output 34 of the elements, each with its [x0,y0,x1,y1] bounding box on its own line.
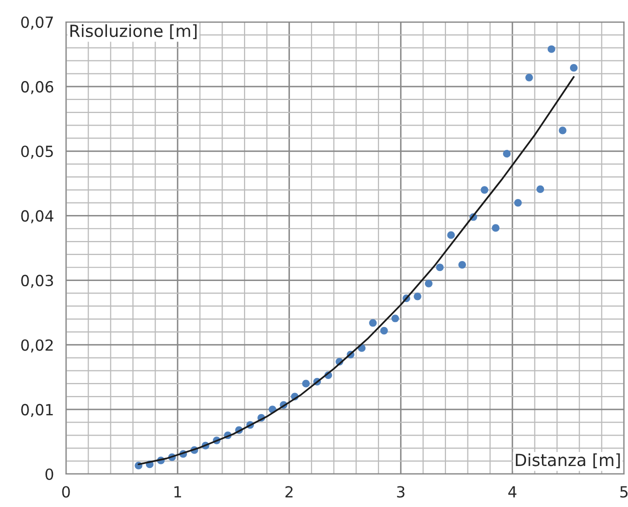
point [548,45,556,53]
y-tick-label: 0 [45,468,54,480]
x-axis-title: Distanza [m] [516,453,620,468]
x-tick-label: 0 [62,486,70,498]
point [514,198,522,207]
x-tick-label: 4 [508,486,516,498]
point [558,126,566,134]
point [503,150,511,158]
point [380,326,388,334]
point [436,264,444,272]
y-tick-label: 0,04 [21,210,54,224]
x-tick-label: 2 [285,486,293,498]
y-tick-label: 0,05 [21,146,53,159]
point [391,314,400,322]
point [447,231,455,239]
x-tick-label: 5 [620,486,628,498]
x-tick-label: 1 [174,486,182,498]
point [458,260,466,269]
point [525,74,533,82]
point [492,224,500,232]
y-tick-label: 0,07 [21,16,53,30]
y-tick-label: 0,03 [21,274,53,288]
point [414,292,422,300]
y-tick-label: 0,01 [21,404,53,418]
point [536,185,544,194]
point [570,64,578,72]
point [302,380,310,388]
x-tick-label: 3 [397,486,404,498]
point [424,280,433,288]
y-tick-label: 0,02 [21,339,53,352]
y-tick-label: 0,06 [21,81,54,94]
y-axis-title: Risoluzione [m] [70,24,197,40]
point [369,319,377,327]
point [480,186,488,194]
